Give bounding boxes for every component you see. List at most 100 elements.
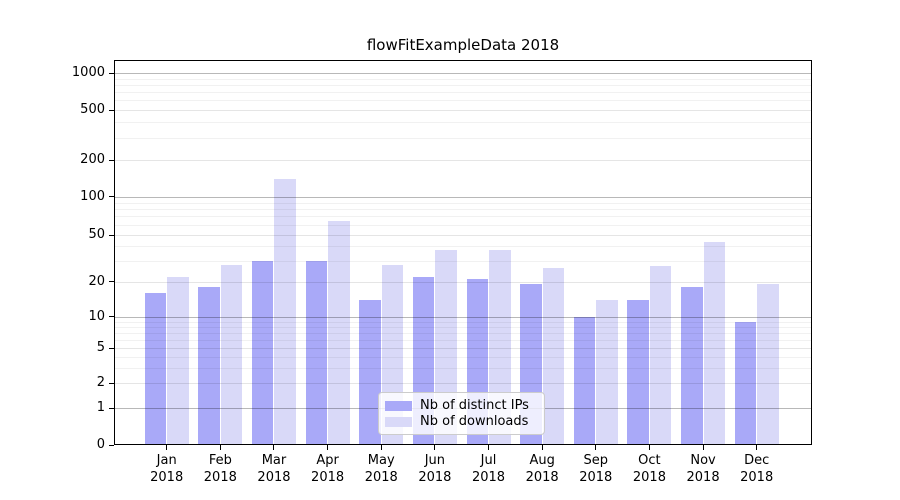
gridline-80: [114, 209, 812, 211]
gridline-400: [114, 122, 812, 124]
x-tick-month: Aug: [529, 453, 555, 468]
gridline-800: [114, 85, 812, 87]
bar-oct-distinct-ips: [627, 299, 649, 445]
gridline-60: [114, 224, 812, 226]
y-tick-label-2: 2: [96, 375, 105, 391]
bar-jan-distinct-ips: [144, 292, 167, 445]
x-tick-month: Mar: [261, 453, 287, 468]
x-tick-month: Sep: [583, 453, 609, 468]
bar-apr-distinct-ips: [305, 261, 328, 445]
gridline-20: [114, 281, 812, 283]
chart-title: flowFitExampleData 2018: [366, 36, 560, 54]
x-tick-mark: [434, 445, 436, 450]
x-tick-month: Dec: [744, 453, 770, 468]
x-tick-year: 2018: [150, 470, 184, 485]
y-tick-label-500: 500: [80, 102, 105, 117]
gridline-900: [114, 78, 812, 80]
bar-feb-distinct-ips: [198, 287, 220, 445]
x-tick-mark: [166, 445, 168, 450]
x-tick-label-nov: Nov 2018: [676, 452, 730, 486]
x-tick-month: Nov: [690, 453, 716, 468]
legend-swatch-distinct-ips: [385, 400, 412, 411]
gridline-700: [114, 92, 812, 94]
legend-label-distinct-ips: Nb of distinct IPs: [420, 398, 529, 413]
x-tick-mark: [327, 445, 329, 450]
gridline-100: [114, 196, 812, 198]
y-tick-mark: [109, 347, 114, 349]
bar-oct-downloads: [649, 266, 672, 445]
bar-mar-downloads: [274, 178, 296, 445]
gridline-2: [114, 383, 812, 385]
gridline-10: [114, 316, 812, 318]
x-tick-year: 2018: [364, 470, 398, 485]
bar-sep-downloads: [596, 299, 618, 445]
x-tick-year: 2018: [686, 470, 720, 485]
y-tick-mark: [109, 196, 114, 198]
x-tick-label-jan: Jan 2018: [140, 452, 194, 486]
x-tick-mark: [648, 445, 650, 450]
gridline-40: [114, 246, 812, 248]
legend-item-distinct-ips: Nb of distinct IPs: [385, 398, 538, 413]
y-tick-label-200: 200: [80, 152, 105, 167]
bar-mar-distinct-ips: [251, 261, 274, 445]
y-tick-label-50: 50: [88, 227, 105, 242]
gridline-500: [114, 110, 812, 111]
x-tick-mark: [541, 445, 543, 450]
y-tick-mark: [109, 109, 114, 111]
x-tick-year: 2018: [203, 470, 237, 485]
y-tick-label-5: 5: [96, 340, 105, 356]
y-tick-label-20: 20: [88, 273, 105, 289]
x-tick-month: May: [367, 453, 395, 468]
x-tick-mark: [595, 445, 597, 450]
x-tick-label-dec: Dec 2018: [730, 452, 784, 486]
x-tick-label-mar: Mar 2018: [247, 452, 301, 486]
bar-sep-distinct-ips: [573, 316, 596, 445]
y-tick-mark: [109, 444, 114, 446]
gridline-8: [114, 326, 812, 328]
x-tick-month: Apr: [316, 453, 339, 468]
legend: Nb of distinct IPs Nb of downloads: [378, 392, 545, 435]
gridline-50: [114, 235, 812, 236]
y-tick-label-0: 0: [96, 437, 105, 452]
gridline-200: [114, 160, 812, 161]
bar-dec-distinct-ips: [734, 321, 757, 445]
bar-nov-distinct-ips: [681, 287, 703, 445]
gridline-3: [114, 367, 812, 369]
x-tick-year: 2018: [311, 470, 345, 485]
y-tick-label-1000: 1000: [71, 65, 105, 81]
y-tick-label-10: 10: [88, 308, 105, 324]
bar-feb-downloads: [220, 264, 243, 445]
y-tick-mark: [109, 316, 114, 318]
x-tick-label-jun: Jun 2018: [408, 452, 462, 486]
x-tick-month: Feb: [208, 453, 232, 468]
gridline-30: [114, 261, 812, 263]
y-tick-label-1: 1: [96, 400, 105, 416]
gridline-7: [114, 332, 812, 334]
x-tick-year: 2018: [632, 470, 666, 485]
x-tick-year: 2018: [579, 470, 613, 485]
x-tick-month: Jan: [156, 453, 177, 468]
plot-area: [114, 60, 812, 445]
x-tick-mark: [380, 445, 382, 450]
y-tick-mark: [109, 234, 114, 236]
gridline-5: [114, 348, 812, 350]
y-tick-mark: [109, 72, 114, 74]
x-tick-mark: [219, 445, 221, 450]
x-tick-label-aug: Aug 2018: [515, 452, 569, 486]
x-tick-mark: [756, 445, 758, 450]
gridline-4: [114, 356, 812, 358]
bar-may-distinct-ips: [359, 299, 381, 445]
gridline-6: [114, 339, 812, 341]
x-tick-month: Jul: [480, 453, 497, 468]
x-tick-label-jul: Jul 2018: [462, 452, 516, 486]
x-tick-mark: [488, 445, 490, 450]
x-tick-mark: [273, 445, 275, 450]
x-tick-year: 2018: [471, 470, 506, 485]
x-tick-mark: [702, 445, 704, 450]
y-tick-mark: [109, 281, 114, 283]
x-tick-year: 2018: [257, 470, 291, 485]
bar-apr-downloads: [328, 221, 350, 445]
gridline-600: [114, 100, 812, 102]
legend-swatch-downloads: [385, 416, 412, 427]
